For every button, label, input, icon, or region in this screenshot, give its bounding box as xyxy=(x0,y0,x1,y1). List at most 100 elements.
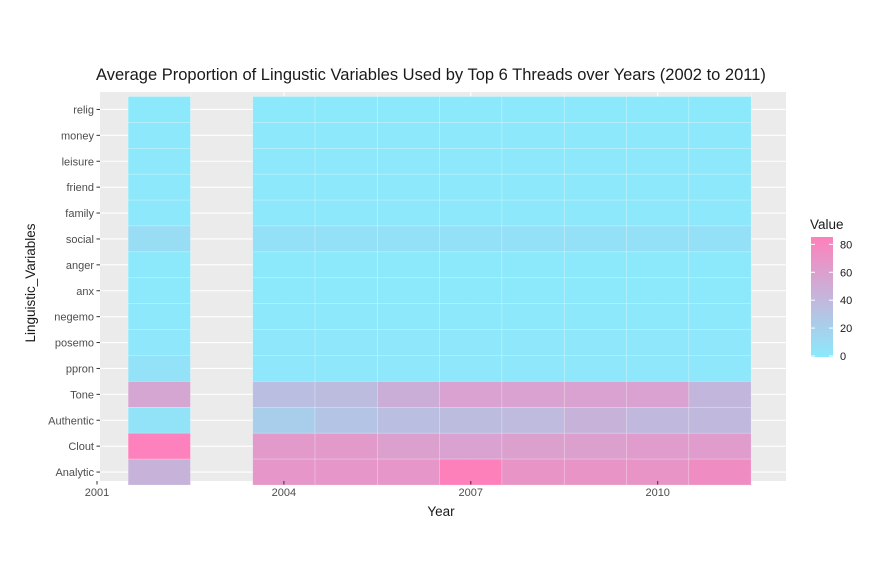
heatmap-cell xyxy=(626,458,690,486)
heatmap-cell xyxy=(314,96,378,123)
heatmap-cell xyxy=(127,148,191,175)
heatmap-cell xyxy=(439,406,503,434)
heatmap-cell xyxy=(439,199,503,227)
heatmap-cell xyxy=(314,173,378,201)
heatmap-cell xyxy=(127,381,191,408)
heatmap-cell xyxy=(127,96,191,123)
y-tick-label: anx xyxy=(76,286,94,298)
heatmap-cell xyxy=(127,225,191,253)
chart-title: Average Proportion of Lingustic Variable… xyxy=(96,66,766,84)
heatmap-cell xyxy=(377,329,440,356)
heatmap-cell xyxy=(688,406,752,434)
y-axis-title: Linguistic_Variables xyxy=(23,223,38,342)
y-tick-label: friend xyxy=(66,182,94,194)
legend-tick-label: 20 xyxy=(840,323,852,335)
heatmap-cell xyxy=(127,432,191,460)
heatmap-cell xyxy=(127,173,191,201)
heatmap-cell xyxy=(252,199,316,227)
heatmap-cell xyxy=(688,122,752,149)
y-tick-label: family xyxy=(65,208,94,220)
heatmap-cell xyxy=(252,329,316,356)
heatmap-cell xyxy=(252,303,316,330)
heatmap-cell xyxy=(501,458,565,486)
heatmap-cell xyxy=(626,122,690,149)
heatmap-cell xyxy=(563,122,627,149)
heatmap-cell xyxy=(314,381,378,408)
heatmap-cell xyxy=(252,225,316,253)
legend-colorbar xyxy=(811,237,833,357)
heatmap-cell xyxy=(688,355,752,382)
y-tick-label: leisure xyxy=(62,156,94,168)
heatmap-cell xyxy=(439,96,503,123)
legend-tick-label: 40 xyxy=(840,295,852,307)
heatmap-cell xyxy=(252,355,316,382)
heatmap-cell xyxy=(626,381,690,408)
heatmap-cell xyxy=(501,432,565,460)
heatmap-cell xyxy=(501,406,565,434)
heatmap-cell xyxy=(688,381,752,408)
heatmap-cell xyxy=(563,355,627,382)
heatmap-cell xyxy=(377,381,440,408)
heatmap-cell xyxy=(501,122,565,149)
y-tick-label: Tone xyxy=(70,389,94,401)
heatmap-cell xyxy=(127,355,191,382)
y-axis: relig money leisure friend family social anger… xyxy=(48,104,100,479)
heatmap-cell xyxy=(377,173,440,201)
heatmap-cell xyxy=(626,303,690,330)
heatmap-cell xyxy=(314,251,378,279)
heatmap-cell xyxy=(688,173,752,201)
heatmap-cell xyxy=(252,173,316,201)
heatmap-cell xyxy=(314,458,378,486)
heatmap-cell xyxy=(127,329,191,356)
heatmap-cell xyxy=(563,432,627,460)
x-tick-label: 2001 xyxy=(85,487,109,499)
heatmap-cell xyxy=(377,225,440,253)
y-tick-label: anger xyxy=(66,260,94,272)
y-tick-label: Authentic xyxy=(48,415,94,427)
heatmap-cell xyxy=(377,251,440,279)
y-tick-label: Analytic xyxy=(55,467,94,479)
heatmap-cells xyxy=(127,96,752,486)
y-tick-label: ppron xyxy=(66,363,94,375)
heatmap-cell xyxy=(314,277,378,304)
heatmap-cell xyxy=(501,303,565,330)
legend-tick-label: 0 xyxy=(840,351,846,363)
heatmap-cell xyxy=(563,225,627,253)
heatmap-cell xyxy=(626,173,690,201)
heatmap-cell xyxy=(377,122,440,149)
heatmap-cell xyxy=(439,381,503,408)
heatmap-cell xyxy=(563,406,627,434)
heatmap-cell xyxy=(127,122,191,149)
heatmap-cell xyxy=(501,199,565,227)
heatmap-cell xyxy=(688,458,752,486)
heatmap-cell xyxy=(439,458,503,486)
heatmap-cell xyxy=(626,251,690,279)
heatmap-cell xyxy=(252,148,316,175)
heatmap-cell xyxy=(252,432,316,460)
heatmap-cell xyxy=(688,432,752,460)
heatmap-cell xyxy=(314,355,378,382)
heatmap-cell xyxy=(252,277,316,304)
heatmap-cell xyxy=(688,225,752,253)
heatmap-cell xyxy=(439,225,503,253)
heatmap-cell xyxy=(563,303,627,330)
heatmap-cell xyxy=(563,277,627,304)
legend-tick-label: 80 xyxy=(840,239,852,251)
heatmap-cell xyxy=(501,96,565,123)
heatmap-cell xyxy=(501,381,565,408)
heatmap-cell xyxy=(439,173,503,201)
heatmap-cell xyxy=(314,148,378,175)
heatmap-cell xyxy=(563,148,627,175)
heatmap-cell xyxy=(626,96,690,123)
heatmap-cell xyxy=(501,277,565,304)
heatmap-cell xyxy=(377,432,440,460)
heatmap-cell xyxy=(626,199,690,227)
heatmap-cell xyxy=(626,225,690,253)
heatmap-cell xyxy=(563,199,627,227)
heatmap-cell xyxy=(314,406,378,434)
heatmap-cell xyxy=(377,458,440,486)
heatmap-cell xyxy=(252,406,316,434)
y-tick-label: relig xyxy=(73,104,94,116)
heatmap-cell xyxy=(439,277,503,304)
y-tick-label: social xyxy=(66,234,94,246)
